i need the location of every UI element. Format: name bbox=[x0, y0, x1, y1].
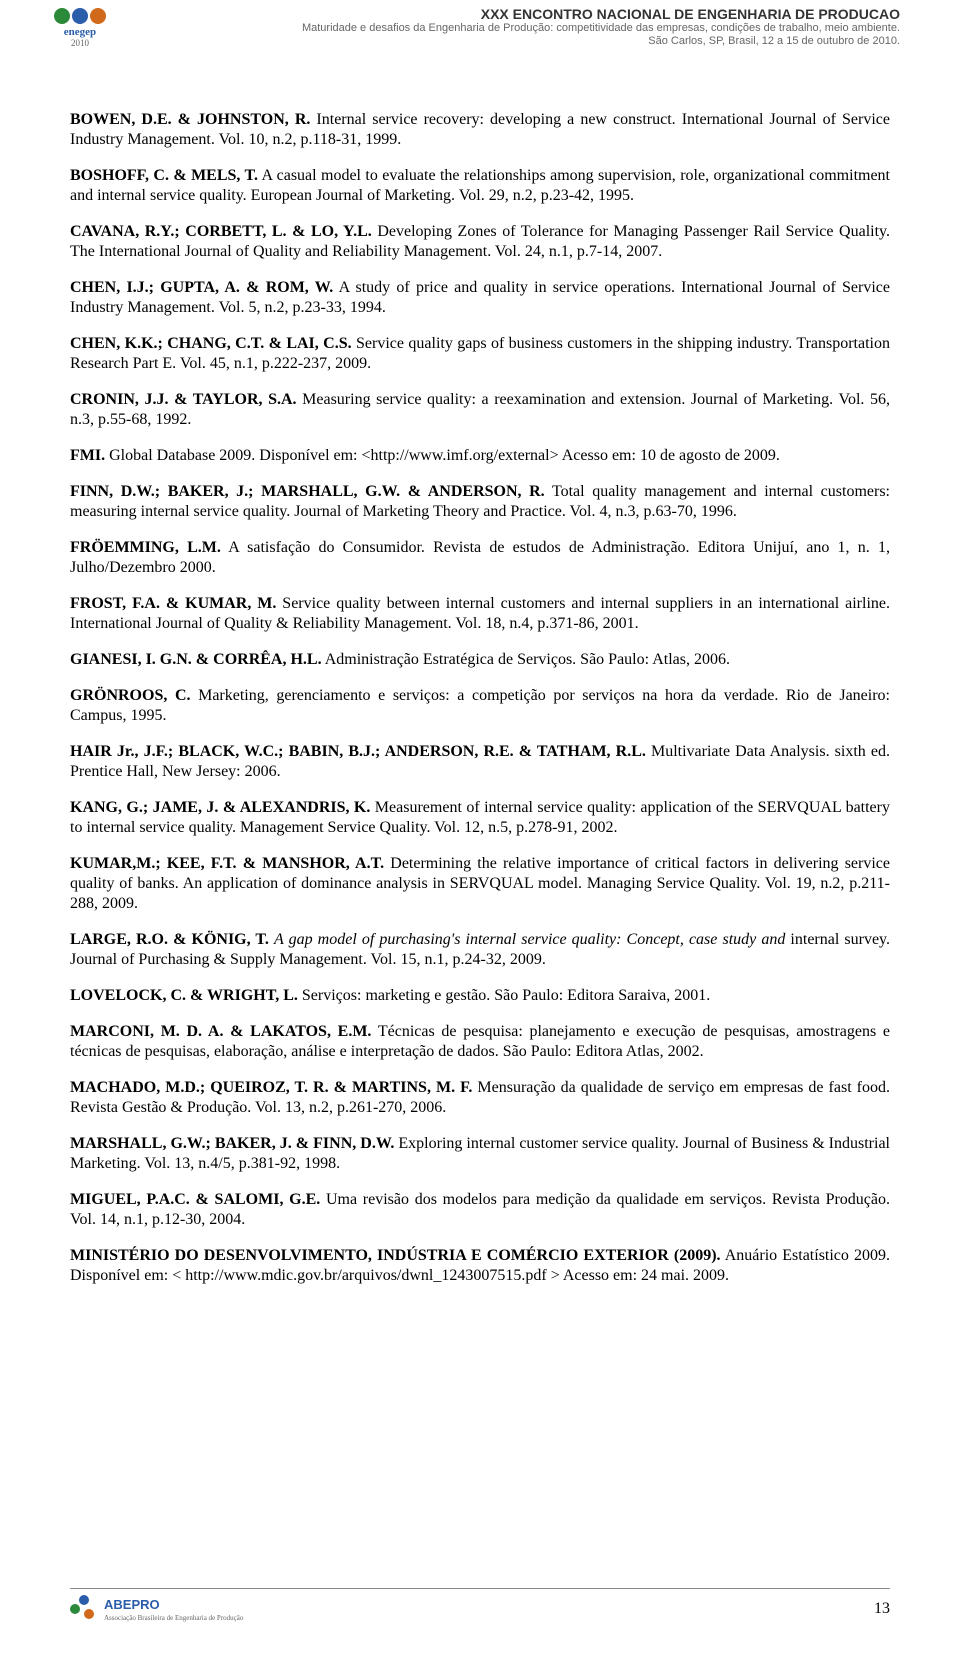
reference-text: Marketing, gerenciamento e serviços: a c… bbox=[70, 687, 890, 724]
reference-italic: A gap model of purchasing's internal ser… bbox=[274, 931, 785, 948]
reference-entry: HAIR Jr., J.F.; BLACK, W.C.; BABIN, B.J.… bbox=[70, 742, 890, 782]
reference-authors: FMI. bbox=[70, 447, 105, 464]
header-line3: São Carlos, SP, Brasil, 12 a 15 de outub… bbox=[302, 35, 900, 48]
header-line1: XXX ENCONTRO NACIONAL DE ENGENHARIA DE P… bbox=[302, 6, 900, 22]
logo-year: 2010 bbox=[71, 38, 89, 48]
reference-authors: LOVELOCK, C. & WRIGHT, L. bbox=[70, 987, 298, 1004]
reference-authors: MIGUEL, P.A.C. & SALOMI, G.E. bbox=[70, 1191, 320, 1208]
reference-authors: FROST, F.A. & KUMAR, M. bbox=[70, 595, 276, 612]
references-list: BOWEN, D.E. & JOHNSTON, R. Internal serv… bbox=[70, 110, 890, 1286]
reference-authors: KANG, G.; JAME, J. & ALEXANDRIS, K. bbox=[70, 799, 370, 816]
reference-text: Global Database 2009. Disponível em: <ht… bbox=[105, 447, 780, 464]
page-header: enegep 2010 XXX ENCONTRO NACIONAL DE ENG… bbox=[70, 0, 890, 80]
conference-title: XXX ENCONTRO NACIONAL DE ENGENHARIA DE P… bbox=[302, 6, 900, 47]
reference-entry: MARSHALL, G.W.; BAKER, J. & FINN, D.W. E… bbox=[70, 1134, 890, 1174]
reference-authors: CHEN, K.K.; CHANG, C.T. & LAI, C.S. bbox=[70, 335, 352, 352]
reference-authors: BOWEN, D.E. & JOHNSTON, R. bbox=[70, 111, 310, 128]
reference-entry: BOSHOFF, C. & MELS, T. A casual model to… bbox=[70, 166, 890, 206]
reference-authors: GRÖNROOS, C. bbox=[70, 687, 191, 704]
reference-entry: LARGE, R.O. & KÖNIG, T. A gap model of p… bbox=[70, 930, 890, 970]
reference-entry: CAVANA, R.Y.; CORBETT, L. & LO, Y.L. Dev… bbox=[70, 222, 890, 262]
reference-entry: KUMAR,M.; KEE, F.T. & MANSHOR, A.T. Dete… bbox=[70, 854, 890, 914]
reference-entry: GIANESI, I. G.N. & CORRÊA, H.L. Administ… bbox=[70, 650, 890, 670]
reference-entry: MIGUEL, P.A.C. & SALOMI, G.E. Uma revisã… bbox=[70, 1190, 890, 1230]
reference-authors: MARCONI, M. D. A. & LAKATOS, E.M. bbox=[70, 1023, 371, 1040]
reference-authors: GIANESI, I. G.N. & CORRÊA, H.L. bbox=[70, 651, 322, 668]
reference-authors: FRÖEMMING, L.M. bbox=[70, 539, 221, 556]
header-line2: Maturidade e desafios da Engenharia de P… bbox=[302, 22, 900, 35]
reference-entry: GRÖNROOS, C. Marketing, gerenciamento e … bbox=[70, 686, 890, 726]
reference-authors: FINN, D.W.; BAKER, J.; MARSHALL, G.W. & … bbox=[70, 483, 545, 500]
abepro-logo: ABEPRO Associação Brasileira de Engenhar… bbox=[70, 1595, 243, 1623]
page-footer: ABEPRO Associação Brasileira de Engenhar… bbox=[70, 1588, 890, 1623]
footer-logo-glyph bbox=[70, 1595, 98, 1623]
reference-entry: FINN, D.W.; BAKER, J.; MARSHALL, G.W. & … bbox=[70, 482, 890, 522]
reference-entry: FRÖEMMING, L.M. A satisfação do Consumid… bbox=[70, 538, 890, 578]
reference-entry: BOWEN, D.E. & JOHNSTON, R. Internal serv… bbox=[70, 110, 890, 150]
reference-text: Administração Estratégica de Serviços. S… bbox=[322, 651, 730, 668]
reference-authors: CAVANA, R.Y.; CORBETT, L. & LO, Y.L. bbox=[70, 223, 372, 240]
footer-logo-sub: Associação Brasileira de Engenharia de P… bbox=[104, 1614, 243, 1622]
reference-entry: FMI. Global Database 2009. Disponível em… bbox=[70, 446, 890, 466]
reference-authors: LARGE, R.O. & KÖNIG, T. bbox=[70, 931, 269, 948]
enegep-logo: enegep 2010 bbox=[30, 8, 130, 68]
reference-entry: CRONIN, J.J. & TAYLOR, S.A. Measuring se… bbox=[70, 390, 890, 430]
reference-authors: BOSHOFF, C. & MELS, T. bbox=[70, 167, 258, 184]
page: enegep 2010 XXX ENCONTRO NACIONAL DE ENG… bbox=[0, 0, 960, 1653]
reference-authors: HAIR Jr., J.F.; BLACK, W.C.; BABIN, B.J.… bbox=[70, 743, 646, 760]
reference-entry: CHEN, K.K.; CHANG, C.T. & LAI, C.S. Serv… bbox=[70, 334, 890, 374]
reference-authors: MACHADO, M.D.; QUEIROZ, T. R. & MARTINS,… bbox=[70, 1079, 472, 1096]
reference-authors: CRONIN, J.J. & TAYLOR, S.A. bbox=[70, 391, 297, 408]
reference-text: Serviços: marketing e gestão. São Paulo:… bbox=[298, 987, 710, 1004]
footer-logo-text: ABEPRO bbox=[104, 1597, 160, 1612]
logo-glyph bbox=[54, 8, 106, 24]
reference-authors: CHEN, I.J.; GUPTA, A. & ROM, W. bbox=[70, 279, 333, 296]
reference-entry: MACHADO, M.D.; QUEIROZ, T. R. & MARTINS,… bbox=[70, 1078, 890, 1118]
reference-entry: MARCONI, M. D. A. & LAKATOS, E.M. Técnic… bbox=[70, 1022, 890, 1062]
page-number: 13 bbox=[874, 1600, 890, 1618]
reference-authors: MINISTÉRIO DO DESENVOLVIMENTO, INDÚSTRIA… bbox=[70, 1247, 721, 1264]
reference-authors: MARSHALL, G.W.; BAKER, J. & FINN, D.W. bbox=[70, 1135, 394, 1152]
reference-entry: LOVELOCK, C. & WRIGHT, L. Serviços: mark… bbox=[70, 986, 890, 1006]
logo-text: enegep bbox=[64, 26, 96, 38]
reference-entry: KANG, G.; JAME, J. & ALEXANDRIS, K. Meas… bbox=[70, 798, 890, 838]
reference-entry: CHEN, I.J.; GUPTA, A. & ROM, W. A study … bbox=[70, 278, 890, 318]
reference-authors: KUMAR,M.; KEE, F.T. & MANSHOR, A.T. bbox=[70, 855, 384, 872]
reference-entry: MINISTÉRIO DO DESENVOLVIMENTO, INDÚSTRIA… bbox=[70, 1246, 890, 1286]
reference-entry: FROST, F.A. & KUMAR, M. Service quality … bbox=[70, 594, 890, 634]
